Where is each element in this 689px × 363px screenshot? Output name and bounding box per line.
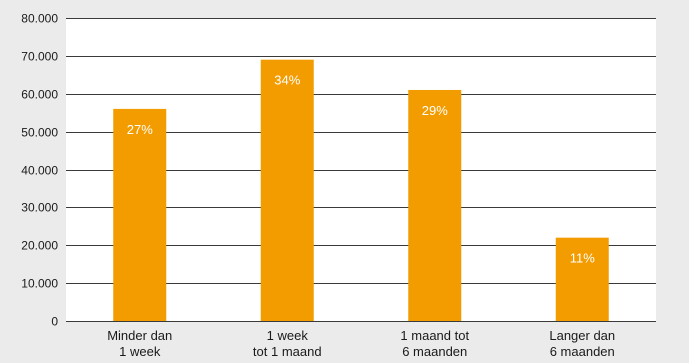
y-tick-label: 30.000 [21,201,58,215]
y-tick-label: 80.000 [21,12,58,26]
x-category-label: 1 week [267,328,309,343]
x-category-label: 6 maanden [402,344,467,359]
bar-data-label: 11% [570,251,595,266]
y-tick-label: 50.000 [21,126,58,140]
x-category-label: tot 1 maand [253,344,322,359]
x-category-label: Langer dan [549,328,615,343]
bar-data-labels: 27% 34% 29% 11% [127,73,595,266]
bar [408,89,462,322]
bar [113,108,167,322]
y-tick-label: 20.000 [21,239,58,253]
y-tick-label: 10.000 [21,277,58,291]
y-tick-label: 40.000 [21,164,58,178]
bar [555,237,609,321]
y-axis-tick-labels: 0 10.000 20.000 30.000 40.000 50.000 60.000 70.… [21,12,58,329]
x-category-label: 1 week [119,344,161,359]
y-tick-label: 60.000 [21,88,58,102]
y-tick-label: 70.000 [21,50,58,64]
x-category-label: 6 maanden [550,344,615,359]
x-category-label: Minder dan [107,328,172,343]
y-tick-label: 0 [51,315,58,329]
x-category-label: 1 maand tot [400,328,469,343]
bar [260,59,314,321]
bars [113,59,609,322]
bar-data-label: 34% [274,73,300,88]
bar-data-label: 29% [422,103,448,118]
bar-data-label: 27% [127,122,153,137]
